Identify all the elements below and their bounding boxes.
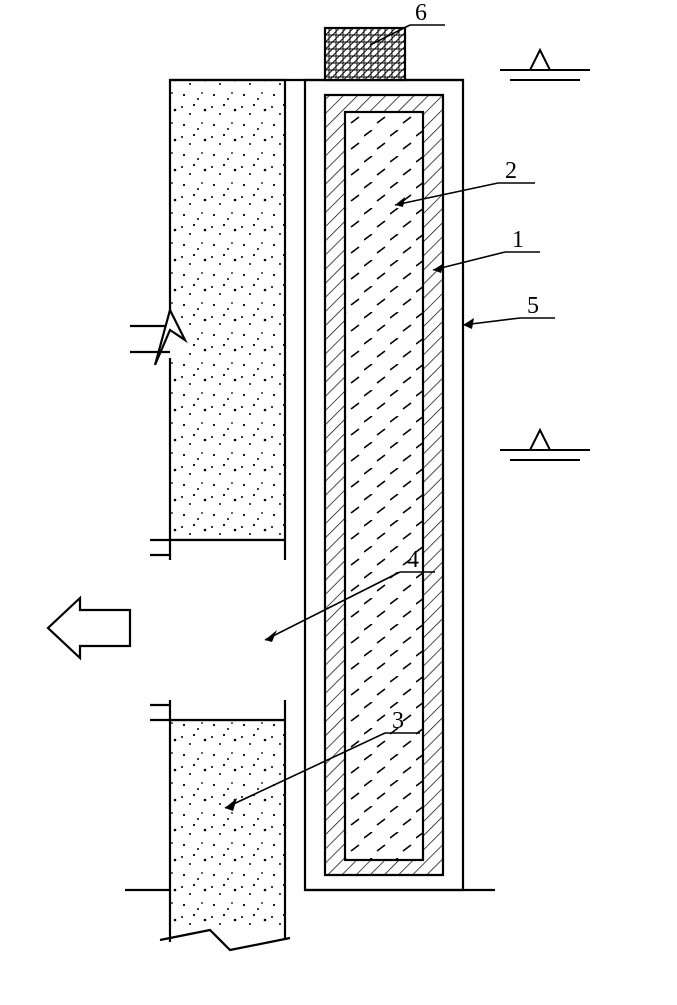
- callout-6-label: 6: [415, 0, 427, 26]
- top-cap: [325, 28, 405, 80]
- flow-arrow-icon: [48, 598, 130, 658]
- inner-core: [345, 112, 423, 860]
- water-level-high: [500, 50, 590, 80]
- bottom-break-wall: [160, 930, 290, 970]
- callout-1-label: 1: [512, 227, 524, 253]
- callout-5-label: 5: [527, 293, 539, 319]
- water-level-low: [500, 430, 590, 460]
- callout-3-label: 3: [392, 708, 404, 734]
- discharge-opening: [150, 540, 287, 720]
- callout-4-label: 4: [407, 547, 419, 573]
- engineering-diagram: 6 2 1 5 4 3: [0, 0, 677, 1000]
- concrete-wall-lower: [170, 720, 285, 940]
- callout-2-label: 2: [505, 158, 517, 184]
- concrete-wall-upper: [170, 80, 285, 540]
- pipe-break-symbol: [128, 310, 188, 365]
